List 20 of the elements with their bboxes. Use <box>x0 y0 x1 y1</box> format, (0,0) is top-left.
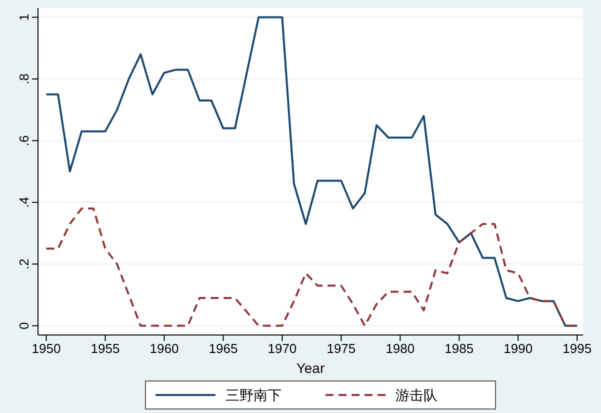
x-tick-label: 1970 <box>268 341 297 356</box>
y-tick-label: .8 <box>16 74 32 84</box>
x-tick-label: 1980 <box>386 341 415 356</box>
x-tick-label: 1960 <box>150 341 179 356</box>
x-tick-label: 1990 <box>504 341 533 356</box>
line-series <box>45 16 578 327</box>
x-tick-label: 1965 <box>208 341 238 356</box>
x-tick-label: 1995 <box>562 341 592 356</box>
y-tick-label: 0 <box>16 322 32 330</box>
x-tick-label: 1975 <box>326 341 356 356</box>
y-tick-label: .4 <box>16 196 32 208</box>
x-tick-label: 1955 <box>90 341 120 356</box>
x-tick-label: 1950 <box>32 341 61 356</box>
legend-label: 三野南下 <box>226 387 282 403</box>
x-axis-title: Year <box>296 360 325 376</box>
x-tick-label: 1985 <box>444 341 474 356</box>
y-tick-label: 1 <box>16 14 32 21</box>
legend-label: 游击队 <box>396 387 438 403</box>
y-tick-label: .2 <box>16 258 32 270</box>
y-tick-label: .6 <box>16 135 32 146</box>
